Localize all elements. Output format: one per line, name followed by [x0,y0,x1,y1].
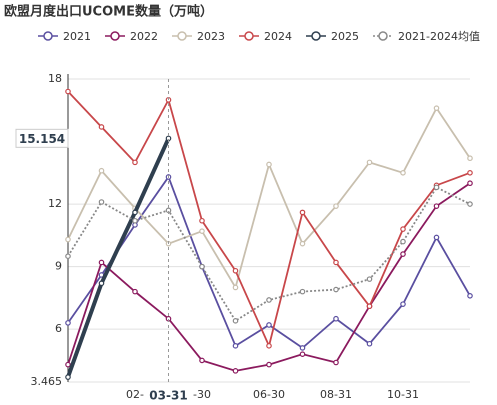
data-point [266,161,272,168]
series-line [66,137,171,378]
data-point [132,288,138,295]
data-point [65,361,71,368]
legend-icon [110,31,120,41]
data-point [65,253,71,259]
data-point [232,284,239,291]
y-tick-label: 9 [55,260,62,273]
data-point [467,201,473,207]
y-tick-label: 6 [55,322,62,335]
y-tick-label: 12 [48,197,62,210]
data-point [299,240,306,247]
data-point [467,293,473,299]
data-point [400,251,406,257]
data-point [366,340,373,347]
data-point [232,368,239,374]
x-tick-label: 02- [126,388,144,401]
data-point [400,226,406,232]
legend-icon [43,31,53,41]
x-tick-label: 08-31 [320,388,352,401]
legend-label: 2021-2024均值 [398,30,480,43]
data-point [333,315,339,322]
data-point [199,217,205,224]
chart-title: 欧盟月度出口UCOME数量（万吨） [4,4,213,20]
data-point [232,318,239,324]
data-point [98,199,105,205]
data-point [132,217,138,224]
data-point [400,301,406,307]
x-tick-label: 10-31 [387,388,419,401]
pointer-box [15,128,69,148]
legend-label: 2025 [331,30,359,43]
data-point [433,234,440,241]
data-point [65,236,71,243]
data-point [199,263,205,270]
data-point [333,203,339,209]
data-point [65,320,71,326]
data-point [299,209,306,216]
legend-label: 2023 [197,30,225,43]
data-point [266,322,272,328]
legend-label: 2022 [130,30,158,43]
x-tick-label: 06-30 [253,388,285,401]
y-tick-label: 18 [48,72,62,85]
data-point [199,228,205,234]
data-point [199,357,205,364]
data-point [467,180,473,187]
data-point [299,288,306,295]
pointer-box [146,386,191,404]
series-line [67,106,471,290]
data-point [132,159,138,166]
y-pointer-label: 15.154 [19,132,65,146]
data-point [299,351,306,357]
data-point [333,359,339,366]
x-pointer-label: 03-31 [149,389,187,403]
legend-label: 2024 [264,30,292,43]
data-point [467,155,473,162]
data-point [266,361,272,368]
legend-icon [378,31,388,41]
data-point [333,286,339,293]
x-tick-label: -30 [193,388,211,401]
data-point [232,343,239,349]
series-line [67,90,471,349]
data-point [132,209,138,216]
legend-label: 2021 [63,30,91,43]
data-point [433,105,440,111]
data-point [266,297,272,303]
legend-icon [244,31,254,41]
data-point [467,170,473,176]
data-point [433,203,440,209]
data-point [433,184,440,191]
data-point [299,345,306,351]
legend-icon [311,31,321,41]
data-point [98,167,105,174]
data-point [98,280,105,287]
data-point [366,159,373,166]
data-point [65,88,71,95]
data-point [366,276,373,282]
data-point [98,259,105,266]
y-tick-label: 3.465 [31,375,63,388]
legend-icon [177,31,187,41]
data-point [400,238,406,245]
data-point [232,267,239,274]
data-point [65,374,71,380]
data-point [266,343,272,349]
data-point [98,124,105,130]
data-point [400,170,406,176]
data-point [333,259,339,266]
data-point [366,303,373,310]
